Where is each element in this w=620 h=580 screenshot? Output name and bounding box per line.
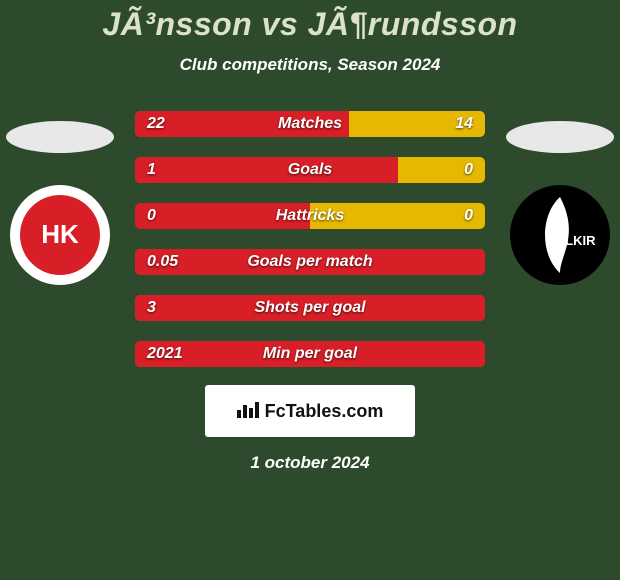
stat-row: 0Hattricks0 xyxy=(135,203,485,229)
logo-text: FcTables.com xyxy=(265,401,384,422)
chart-icon xyxy=(237,400,259,423)
stat-bars: 22Matches141Goals00Hattricks00.05Goals p… xyxy=(135,111,485,367)
fctables-logo: FcTables.com xyxy=(205,385,415,437)
right-player-column: FYLKIR xyxy=(500,111,620,285)
stats-area: HK FYLKIR 22Matches141Goals00Hattricks00… xyxy=(0,111,620,367)
stat-value-right: 14 xyxy=(455,111,473,137)
stat-row: 3Shots per goal xyxy=(135,295,485,321)
right-team-crest: FYLKIR xyxy=(510,185,610,285)
footer-date: 1 october 2024 xyxy=(250,453,369,473)
left-team-crest: HK xyxy=(10,185,110,285)
stat-label: Goals xyxy=(135,157,485,183)
svg-text:FYLKIR: FYLKIR xyxy=(549,233,597,248)
stat-row: 2021Min per goal xyxy=(135,341,485,367)
page-subtitle: Club competitions, Season 2024 xyxy=(0,55,620,75)
stat-row: 1Goals0 xyxy=(135,157,485,183)
page-title: JÃ³nsson vs JÃ¶rundsson xyxy=(0,6,620,43)
fylkir-crest-icon: FYLKIR xyxy=(510,185,610,285)
stat-label: Goals per match xyxy=(135,249,485,275)
stat-label: Shots per goal xyxy=(135,295,485,321)
footer: FcTables.com 1 october 2024 xyxy=(0,385,620,473)
hk-crest-icon: HK xyxy=(10,185,110,285)
stat-value-right: 0 xyxy=(464,157,473,183)
left-flag xyxy=(6,121,114,153)
right-flag xyxy=(506,121,614,153)
stat-row: 0.05Goals per match xyxy=(135,249,485,275)
left-player-column: HK xyxy=(0,111,120,285)
stat-value-right: 0 xyxy=(464,203,473,229)
stat-label: Matches xyxy=(135,111,485,137)
stat-label: Min per goal xyxy=(135,341,485,367)
svg-text:HK: HK xyxy=(41,219,79,249)
root: JÃ³nsson vs JÃ¶rundsson Club competition… xyxy=(0,0,620,473)
stat-label: Hattricks xyxy=(135,203,485,229)
stat-row: 22Matches14 xyxy=(135,111,485,137)
